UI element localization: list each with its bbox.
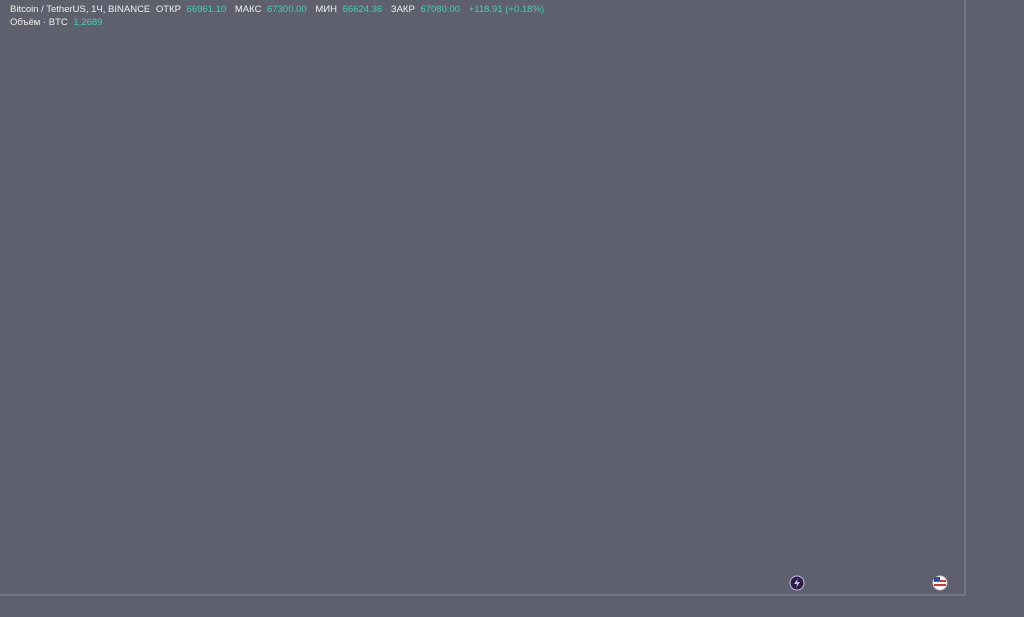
legend-label: МАКС [234,4,262,15]
event-icon[interactable] [789,575,805,591]
legend-value: 66624.36 [342,4,383,15]
legend-values: Bitcoin / TetherUS, 1Ч, BINANCE ОТКР 669… [10,4,550,15]
volume-title: Объём · BTC [10,17,68,28]
legend-label: МИН [315,4,337,15]
legend-value: 67300.00 [267,4,307,15]
symbol-title: Bitcoin / TetherUS, 1Ч, BINANCE [10,4,151,15]
legend-value: 66961.10 [186,4,227,15]
legend: Bitcoin / TetherUS, 1Ч, BINANCE ОТКР 669… [10,3,550,29]
flag-icon[interactable] [932,575,948,591]
legend-value: 67080.00 [420,4,461,15]
legend-label: ОТКР [155,4,181,15]
volume-value: 1.2689 [73,17,103,28]
legend-row: Bitcoin / TetherUS, 1Ч, BINANCE ОТКР 669… [10,3,550,16]
legend-row: Объём · BTC 1.2689 [10,16,550,29]
legend-change: +118.91 (+0.18%) [468,4,545,15]
legend-label: ЗАКР [390,4,415,15]
